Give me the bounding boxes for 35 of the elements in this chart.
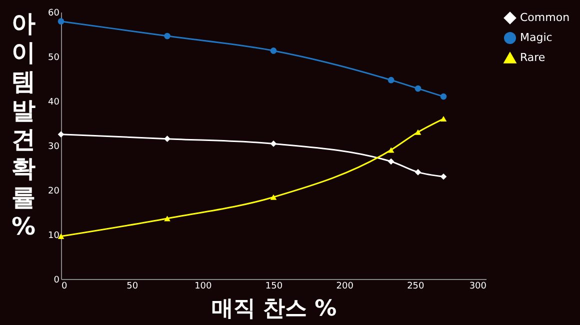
point <box>414 129 422 135</box>
x-tick-label: 50 <box>126 282 138 292</box>
point <box>388 76 394 84</box>
point <box>414 85 422 92</box>
y-tick-label: 60 <box>48 8 60 18</box>
x-tick-label: 100 <box>194 282 212 292</box>
point <box>270 194 277 200</box>
point <box>164 216 170 222</box>
x-tick-label: 0 <box>62 282 68 292</box>
point <box>58 18 64 24</box>
point <box>270 48 277 54</box>
y-tick-label: 50 <box>48 53 60 63</box>
x-tick-label: 150 <box>265 282 283 292</box>
point <box>440 93 447 100</box>
legend-label: Common <box>520 11 570 24</box>
y-tick-label: 20 <box>48 186 60 196</box>
point <box>164 136 170 142</box>
point <box>270 140 277 147</box>
x-tick-label: 300 <box>469 282 487 292</box>
x-tick-label: 250 <box>407 282 425 292</box>
point <box>388 158 394 165</box>
point <box>414 169 422 176</box>
point <box>440 173 447 180</box>
y-tick-label: 10 <box>48 231 60 241</box>
legend-label: Magic <box>520 31 552 44</box>
legend-label: Rare <box>520 51 546 64</box>
point <box>388 147 394 153</box>
point <box>58 131 64 138</box>
point <box>440 116 447 122</box>
y-tick-label: 40 <box>48 98 60 108</box>
y-axis-title: 아이템발견확률% <box>11 10 36 240</box>
y-tick-label: 30 <box>48 142 60 152</box>
x-tick-label: 200 <box>336 282 354 292</box>
x-axis-title: 매직 찬스 % <box>211 296 337 322</box>
point <box>164 32 170 40</box>
